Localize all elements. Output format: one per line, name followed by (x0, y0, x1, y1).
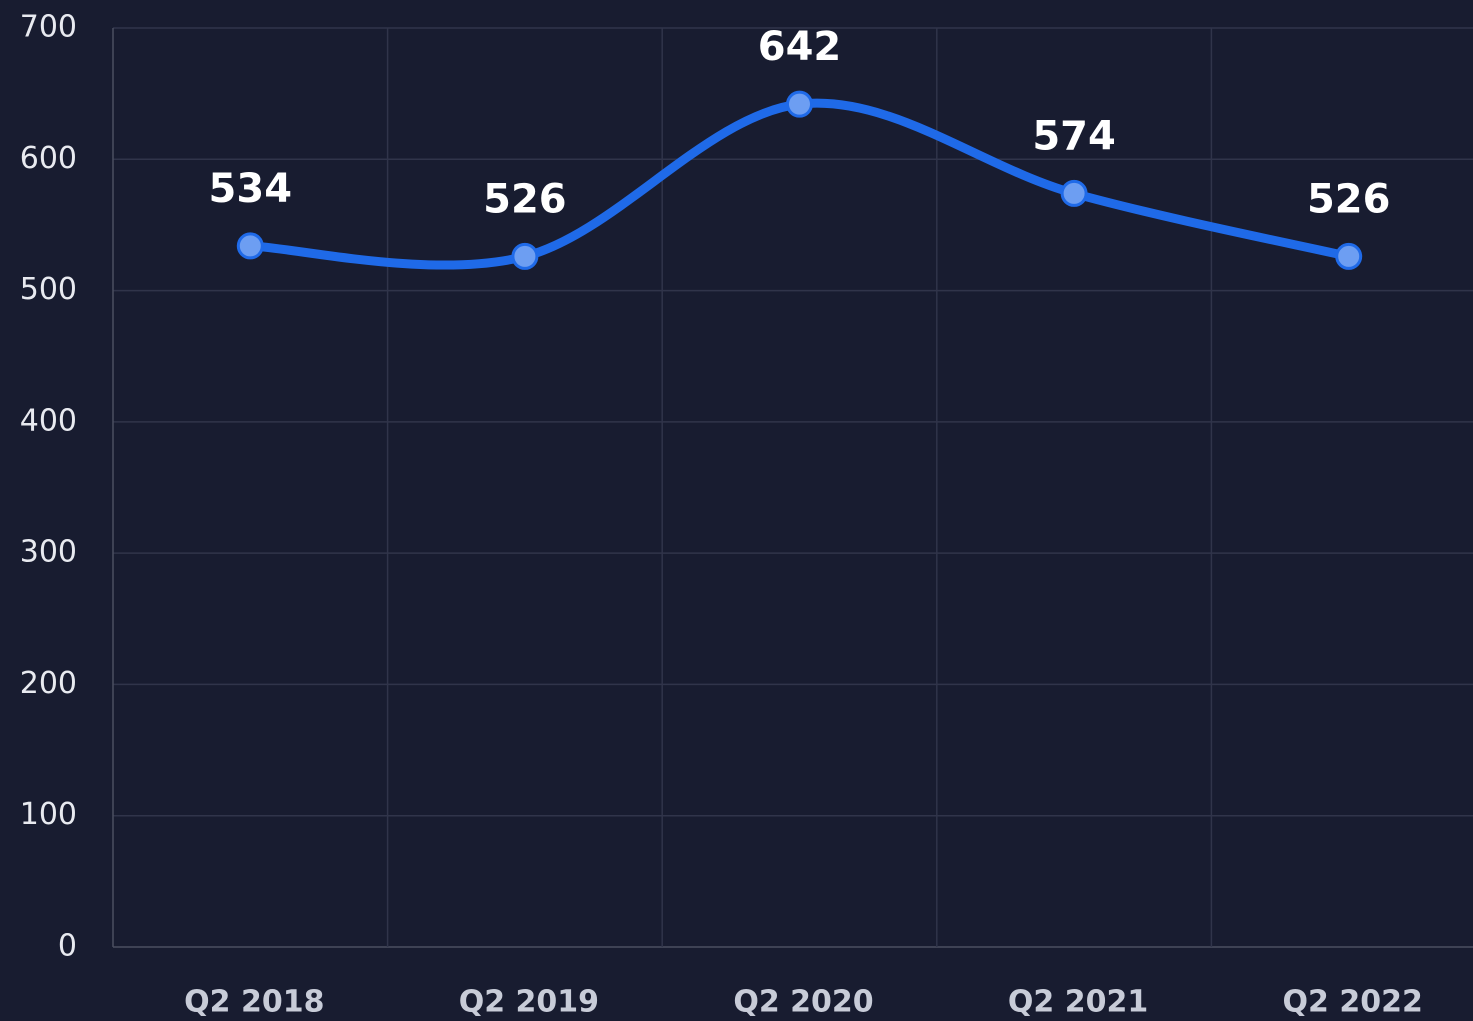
y-tick-label: 0 (58, 929, 77, 964)
data-label: 534 (209, 166, 293, 212)
data-label: 642 (758, 24, 842, 70)
y-tick-label: 600 (20, 141, 77, 176)
point (1060, 179, 1088, 207)
point (786, 90, 813, 118)
line (245, 98, 1354, 270)
x-tick-label: Q2 2019 (459, 985, 599, 1020)
x-tick-label: Q2 2022 (1283, 985, 1423, 1020)
y-tick-label: 200 (20, 666, 77, 701)
y-tick-label: 100 (20, 797, 77, 832)
x-tick-label: Q2 2020 (733, 985, 873, 1020)
data-label: 574 (1032, 113, 1116, 159)
point (511, 242, 539, 270)
x-tick-label: Q2 2021 (1008, 985, 1148, 1020)
point (236, 232, 264, 260)
x-tick-label: Q2 2018 (184, 985, 324, 1020)
y-tick-label: 700 (20, 10, 77, 45)
data-label: 526 (1307, 176, 1391, 222)
y-tick-label: 400 (20, 403, 77, 438)
y-tick-label: 500 (20, 272, 77, 307)
point (1335, 242, 1363, 270)
data-label: 526 (483, 176, 567, 222)
y-tick-label: 300 (20, 535, 77, 570)
